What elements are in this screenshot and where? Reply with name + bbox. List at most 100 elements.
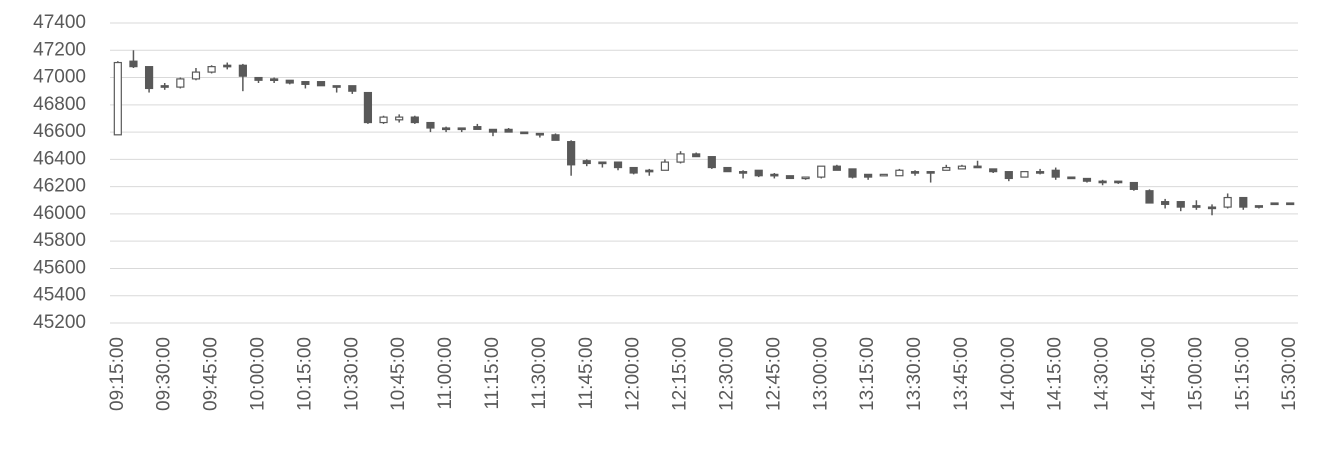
candle-body: [645, 169, 654, 173]
x-tick-label: 15:00:00: [1185, 337, 1206, 411]
candle-body: [1051, 169, 1060, 178]
candle-body: [1239, 196, 1248, 208]
candle-body: [1176, 201, 1185, 208]
candle-body: [1114, 180, 1123, 184]
candle-body: [457, 127, 466, 131]
candle-body: [785, 175, 795, 180]
candle-body: [598, 161, 607, 165]
candle-body: [660, 161, 670, 171]
x-tick-label: 14:30:00: [1092, 337, 1113, 411]
x-tick-label: 14:15:00: [1045, 337, 1066, 411]
candle-body: [379, 116, 388, 124]
candle-body: [113, 61, 122, 136]
candle-body: [332, 85, 341, 88]
candle-body: [738, 171, 748, 174]
candle-body: [1254, 205, 1264, 208]
candle-body: [191, 71, 201, 80]
candle-body: [989, 168, 998, 173]
candle-body: [973, 165, 982, 169]
x-tick-label: 11:30:00: [529, 337, 550, 410]
x-tick-label: 09:30:00: [154, 337, 175, 411]
y-tick-label: 45200: [33, 312, 86, 333]
candle-body: [1223, 196, 1232, 208]
candle-body: [1207, 206, 1217, 210]
candle-body: [770, 173, 779, 177]
candle-body: [848, 168, 857, 178]
candle-body: [1286, 202, 1295, 206]
x-tick-label: 09:15:00: [107, 337, 128, 411]
candle-body: [535, 132, 544, 136]
candle-body: [270, 78, 279, 82]
candle-body: [285, 79, 294, 84]
candle-body: [1098, 180, 1107, 184]
candle-body: [129, 60, 138, 68]
y-tick-label: 46800: [33, 94, 86, 115]
x-tick-label: 14:45:00: [1139, 337, 1160, 411]
candle-body: [864, 173, 873, 178]
y-tick-label: 46200: [33, 176, 86, 197]
candle-body: [238, 64, 247, 77]
candle-body: [1082, 177, 1092, 182]
y-tick-label: 45400: [33, 285, 86, 306]
candle-body: [1067, 176, 1076, 180]
candle-body: [426, 121, 435, 129]
candle-body: [473, 126, 482, 130]
x-tick-label: 12:30:00: [716, 337, 737, 411]
x-tick-label: 10:45:00: [388, 337, 409, 411]
candle-body: [926, 171, 935, 174]
x-tick-label: 13:00:00: [810, 337, 831, 411]
x-tick-label: 12:45:00: [763, 337, 784, 411]
x-tick-label: 12:00:00: [623, 337, 644, 411]
candle-body: [504, 128, 513, 133]
x-tick-label: 15:15:00: [1232, 337, 1253, 411]
candle-body: [895, 169, 904, 177]
candle-body: [676, 153, 685, 163]
candle-body: [1270, 202, 1279, 206]
candle-body: [316, 81, 326, 87]
candle-body: [176, 78, 185, 88]
x-tick-label: 14:00:00: [998, 337, 1019, 411]
candle-body: [363, 91, 373, 124]
candle-body: [1145, 190, 1154, 204]
x-tick-label: 13:30:00: [904, 337, 925, 411]
x-tick-label: 15:30:00: [1279, 337, 1300, 411]
x-tick-label: 10:00:00: [248, 337, 269, 411]
candle-body: [817, 165, 826, 178]
y-tick-label: 45600: [33, 257, 86, 278]
candle-body: [567, 141, 576, 166]
candle-body: [613, 161, 623, 169]
x-tick-label: 10:30:00: [341, 337, 362, 411]
candle-body: [1129, 181, 1138, 190]
y-tick-label: 47200: [33, 39, 86, 60]
x-tick-label: 11:15:00: [482, 337, 503, 410]
candle-body: [1161, 201, 1170, 205]
candle-body: [254, 76, 263, 81]
candle-body: [223, 64, 232, 68]
x-tick-label: 13:45:00: [951, 337, 972, 411]
candle-body: [348, 85, 357, 92]
candle-body: [395, 116, 404, 121]
y-tick-label: 46400: [33, 148, 86, 169]
candle-body: [160, 85, 169, 88]
candle-body: [879, 173, 888, 177]
candle-body: [832, 165, 841, 171]
y-tick-label: 45800: [33, 230, 86, 251]
candle-body: [754, 169, 763, 177]
x-tick-label: 12:15:00: [670, 337, 691, 411]
y-tick-label: 47000: [33, 67, 86, 88]
candle-body: [801, 176, 810, 180]
candle-body: [942, 166, 951, 171]
candle-body: [957, 165, 967, 170]
candle-body: [1192, 205, 1201, 208]
candle-body: [1020, 171, 1029, 178]
candle-body: [707, 156, 716, 169]
candle-body: [582, 160, 591, 165]
x-tick-label: 11:45:00: [576, 337, 597, 410]
candle-body: [441, 127, 451, 131]
candle-body: [144, 66, 154, 90]
candle-body: [629, 166, 638, 174]
candle-body: [207, 66, 216, 73]
candle-body: [551, 134, 560, 141]
x-tick-label: 10:15:00: [294, 337, 315, 411]
